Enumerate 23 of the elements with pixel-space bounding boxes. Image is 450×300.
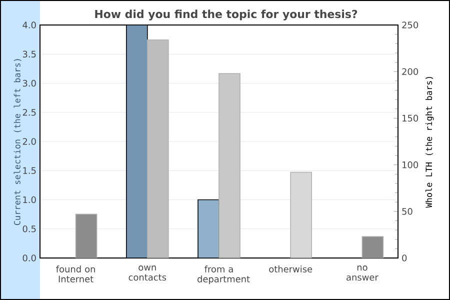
y2-tick-label: 100: [402, 161, 418, 168]
x-tick-label: otherwise: [269, 266, 312, 272]
y-tick-label: 3.0: [22, 80, 36, 87]
y-tick-label: 1.0: [23, 196, 36, 204]
y-tick-label: 2.5: [22, 108, 36, 116]
y2-tick-label: 200: [402, 68, 418, 75]
y2-tick-label: 50: [402, 208, 412, 215]
y2-axis-title: Whole LTH (the right bars): [425, 76, 434, 208]
y-tick-label: 4.0: [22, 22, 36, 28]
y-tick-label: 3.5: [22, 50, 36, 58]
x-tick-label: no answer: [346, 266, 378, 281]
chart-title: How did you find the topic for your thesis?: [95, 10, 358, 20]
y-axis-title: Current selection (the left bars): [14, 59, 22, 226]
y-tick-label: 0.5: [22, 225, 36, 232]
y2-tick-label: 0: [402, 254, 407, 262]
y-tick-label: 2.0: [22, 138, 36, 145]
x-tick-label: found on Internet: [56, 266, 95, 282]
x-tick-label: own contacts: [128, 266, 166, 281]
y2-tick-label: 250: [402, 22, 418, 28]
x-tick-label: from a department: [198, 266, 250, 284]
y-tick-label: 1.5: [23, 167, 36, 174]
y-tick-label: 0.0: [22, 254, 36, 262]
y2-tick-label: 150: [402, 114, 418, 122]
